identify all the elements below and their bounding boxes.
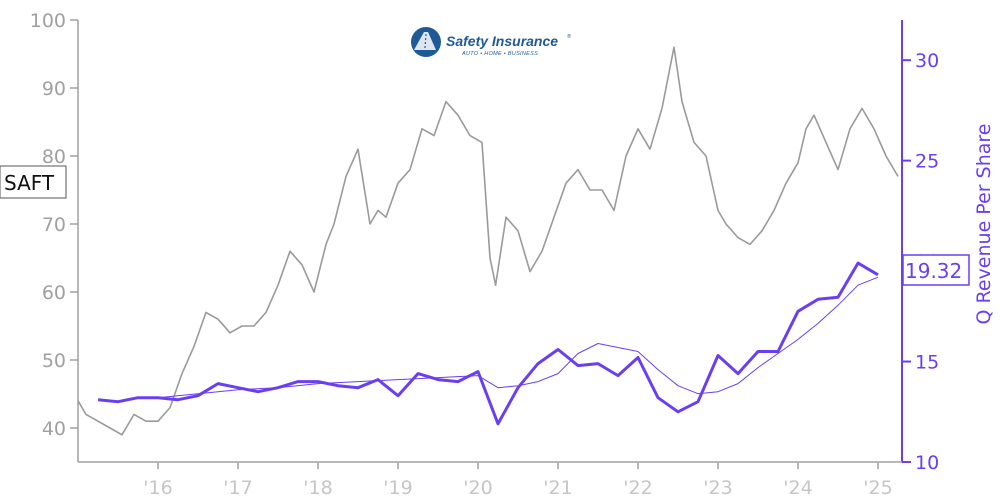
last-value-text: 19.32 bbox=[905, 259, 962, 283]
x-tick-label: '19 bbox=[383, 477, 412, 499]
x-axis: '16 '17 '18 '19 '20 '21 '22 '23 '24 '25 bbox=[78, 461, 902, 499]
right-tick-label: 25 bbox=[915, 151, 939, 173]
right-tick-label: 10 bbox=[915, 452, 939, 474]
plot-area bbox=[77, 46, 899, 436]
x-tick-label: '21 bbox=[543, 477, 572, 499]
left-tick-label: 50 bbox=[42, 350, 66, 372]
ticker-text: SAFT bbox=[4, 171, 55, 195]
left-tick-label: 90 bbox=[42, 78, 66, 100]
left-tick-label: 60 bbox=[42, 282, 66, 304]
x-tick-label: '23 bbox=[703, 477, 732, 499]
right-tick-label: 15 bbox=[915, 352, 939, 374]
right-tick-label: 30 bbox=[915, 50, 939, 72]
left-tick-label: 70 bbox=[42, 214, 66, 236]
x-tick-label: '18 bbox=[303, 477, 332, 499]
revenue-line bbox=[97, 261, 879, 426]
left-tick-label: 100 bbox=[30, 10, 66, 32]
x-tick-label: '17 bbox=[223, 477, 252, 499]
logo-tagline: AUTO • HOME • BUSINESS bbox=[461, 51, 538, 57]
x-tick-label: '25 bbox=[863, 477, 892, 499]
logo-registered: ® bbox=[567, 33, 572, 40]
ticker-label: SAFT bbox=[0, 165, 67, 199]
revenue-trend-line bbox=[157, 276, 879, 399]
price-line bbox=[77, 46, 899, 436]
left-axis: 40 50 60 70 80 90 100 bbox=[30, 10, 79, 462]
company-logo: Safety Insurance ® AUTO • HOME • BUSINES… bbox=[411, 27, 572, 57]
x-tick-label: '16 bbox=[143, 477, 172, 499]
left-tick-label: 40 bbox=[42, 418, 66, 440]
logo-road-icon bbox=[414, 32, 436, 50]
left-tick-label: 80 bbox=[42, 146, 66, 168]
x-tick-label: '20 bbox=[463, 477, 492, 499]
x-tick-label: '22 bbox=[623, 477, 652, 499]
right-axis: 1015202530 bbox=[901, 20, 939, 474]
x-tick-label: '24 bbox=[783, 477, 812, 499]
right-axis-label: Q Revenue Per Share bbox=[973, 124, 995, 325]
last-value-label: 19.32 bbox=[902, 254, 970, 286]
logo-name: Safety Insurance bbox=[446, 33, 558, 49]
